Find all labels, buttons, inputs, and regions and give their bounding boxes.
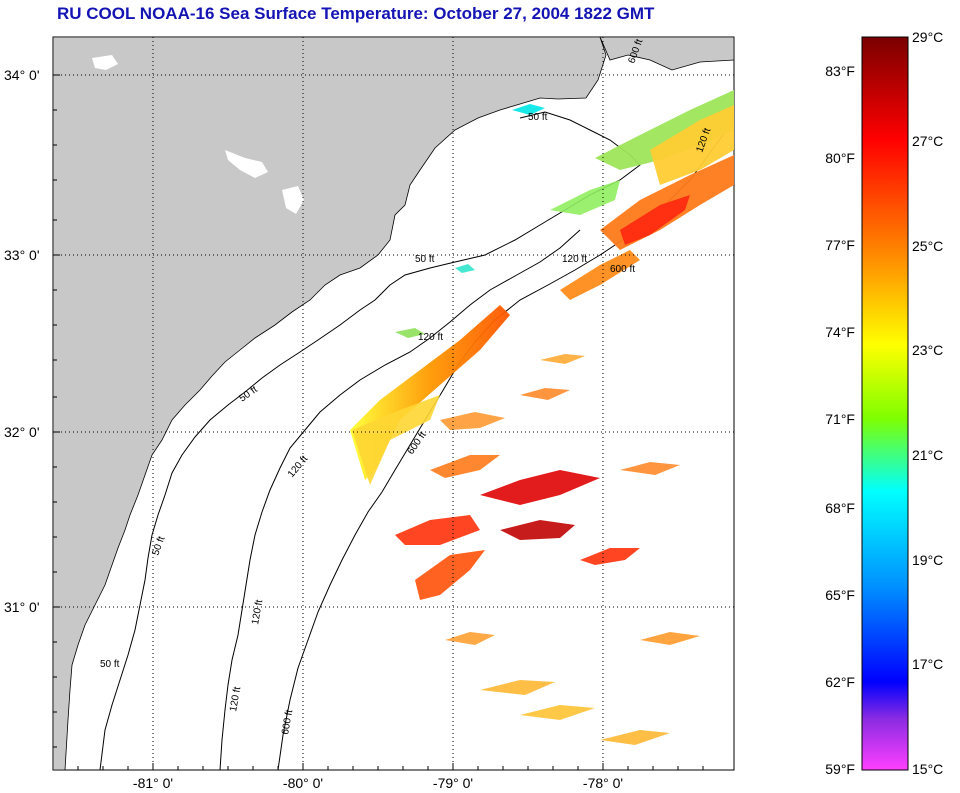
- svg-text:21°C: 21°C: [912, 447, 943, 463]
- sst-plume: [520, 705, 595, 720]
- contour-50ft: [99, 111, 641, 770]
- sst-plume: [352, 395, 440, 485]
- svg-text:120 ft: 120 ft: [228, 686, 243, 713]
- svg-text:68°F: 68°F: [825, 500, 855, 516]
- sst-plume: [440, 412, 505, 430]
- sst-plume: [560, 250, 640, 300]
- sst-plume: [445, 632, 495, 645]
- sst-plume: [415, 550, 485, 600]
- lake: [282, 186, 304, 214]
- colorbar-celsius-labels: 29°C 27°C 25°C 23°C 21°C 19°C 17°C 15°C: [912, 29, 943, 777]
- sst-plume: [430, 455, 500, 478]
- lon-label: -81° 0': [133, 775, 173, 791]
- svg-text:83°F: 83°F: [825, 63, 855, 79]
- svg-text:62°F: 62°F: [825, 674, 855, 690]
- svg-text:25°C: 25°C: [912, 238, 943, 254]
- sst-plume: [455, 264, 475, 273]
- svg-text:15°C: 15°C: [912, 761, 943, 777]
- svg-text:80°F: 80°F: [825, 150, 855, 166]
- svg-text:27°C: 27°C: [912, 133, 943, 149]
- sst-plume: [500, 520, 575, 540]
- sst-plume: [595, 90, 734, 170]
- svg-text:29°C: 29°C: [912, 29, 943, 45]
- sst-plume: [620, 462, 680, 475]
- sst-plume: [640, 632, 700, 645]
- axis-ticks: [53, 74, 704, 770]
- lat-label: 31° 0': [4, 599, 40, 615]
- land-area: [53, 37, 607, 770]
- lat-label: 32° 0': [4, 424, 40, 440]
- sst-plume: [650, 105, 734, 185]
- svg-text:600 ft: 600 ft: [280, 709, 295, 736]
- svg-text:71°F: 71°F: [825, 411, 855, 427]
- svg-text:74°F: 74°F: [825, 324, 855, 340]
- sst-plume: [580, 548, 640, 565]
- lon-label: -78° 0': [583, 775, 623, 791]
- lat-label: 34° 0': [4, 67, 40, 83]
- sst-plume: [600, 730, 670, 745]
- svg-text:120 ft: 120 ft: [250, 599, 265, 626]
- sst-plume: [620, 195, 690, 245]
- svg-text:59°F: 59°F: [825, 761, 855, 777]
- lake: [92, 55, 118, 70]
- svg-text:77°F: 77°F: [825, 237, 855, 253]
- svg-text:50 ft: 50 ft: [528, 112, 548, 123]
- contour-120ft: [219, 229, 581, 770]
- sst-plume: [550, 180, 620, 215]
- land-area: [599, 37, 734, 71]
- lon-label: -80° 0': [283, 775, 323, 791]
- sst-plume: [540, 354, 585, 364]
- lat-lon-grid: [53, 37, 734, 770]
- svg-text:120 ft: 120 ft: [562, 254, 587, 265]
- page-title: RU COOL NOAA-16 Sea Surface Temperature:…: [57, 4, 655, 23]
- svg-text:50 ft: 50 ft: [100, 659, 120, 670]
- svg-text:17°C: 17°C: [912, 656, 943, 672]
- sst-plume: [395, 515, 480, 545]
- svg-text:120 ft: 120 ft: [418, 332, 443, 343]
- colorbar-fahrenheit-labels: 83°F 80°F 77°F 74°F 71°F 68°F 65°F 62°F …: [825, 63, 855, 777]
- svg-text:23°C: 23°C: [912, 342, 943, 358]
- lon-label: -79° 0': [433, 775, 473, 791]
- sst-plume: [480, 680, 555, 695]
- svg-text:65°F: 65°F: [825, 587, 855, 603]
- svg-text:600 ft: 600 ft: [610, 264, 635, 275]
- svg-text:19°C: 19°C: [912, 552, 943, 568]
- colorbar: [861, 36, 909, 771]
- lake: [225, 150, 268, 178]
- lat-label: 33° 0': [4, 247, 40, 263]
- sst-plume: [512, 104, 545, 115]
- sst-plume: [480, 470, 600, 505]
- sst-plume: [520, 388, 570, 400]
- sst-plume: [395, 328, 425, 338]
- svg-text:50 ft: 50 ft: [415, 254, 435, 265]
